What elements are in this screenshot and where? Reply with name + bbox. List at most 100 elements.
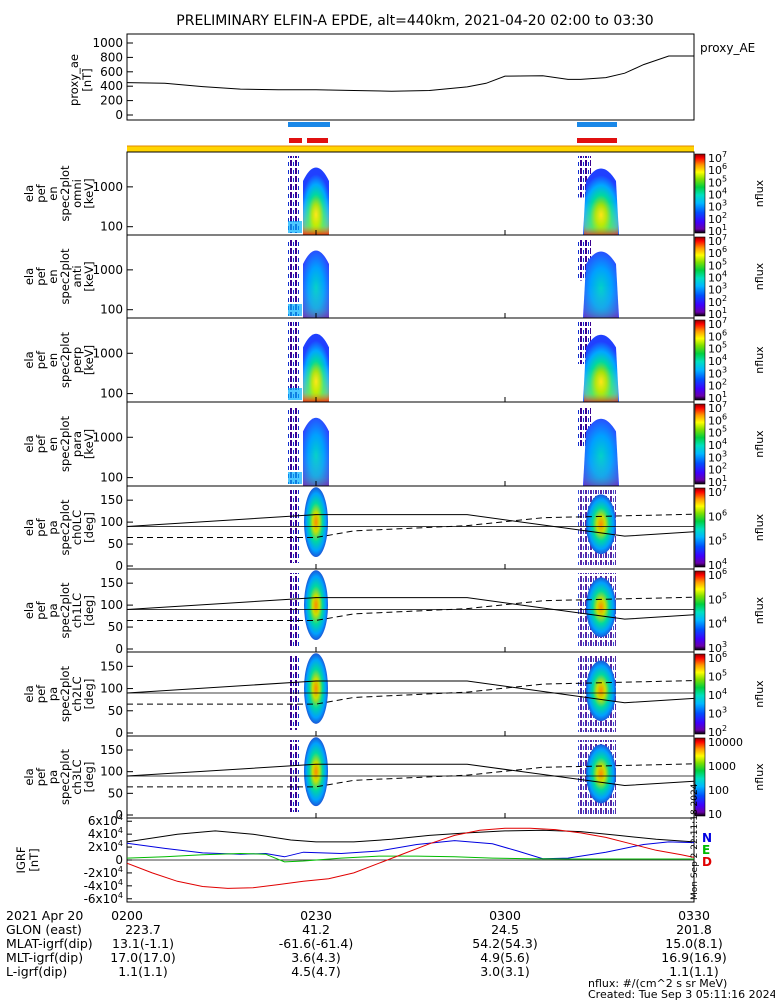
ylabel-line: perp xyxy=(70,347,84,373)
pa-event-1 xyxy=(304,653,328,724)
anti-loss-cone-dashed xyxy=(127,763,695,788)
ylabel-line: ela xyxy=(22,602,36,619)
ylabel-line: pef xyxy=(34,600,48,619)
spectrogram-event-1-low-energy xyxy=(303,197,329,235)
igrf-ylabel: IGRF [nT] xyxy=(14,847,41,874)
energy-tick-label: 100 xyxy=(100,471,123,485)
ylabel-line: [deg] xyxy=(82,679,96,710)
pa-tick-label: 0 xyxy=(115,726,123,740)
colorbar-tick-label: 106 xyxy=(708,508,727,523)
ylabel-line: ela xyxy=(22,435,36,452)
ylabel-line: [keV] xyxy=(82,429,96,459)
ylabel-line: pef xyxy=(34,434,48,453)
spectrogram-noise-left xyxy=(288,239,300,316)
ylabel-line: spec2plot xyxy=(58,665,72,722)
igrf-legend-N: N xyxy=(702,831,712,845)
ylabel-line: pa xyxy=(46,687,60,701)
spectrogram-noise-left xyxy=(288,406,300,484)
colorbar-tick-label: 1000 xyxy=(708,760,736,773)
ylabel-line: pa xyxy=(46,520,60,534)
time-label-0: 0200 xyxy=(111,908,143,923)
pa-tick-label: 50 xyxy=(108,537,123,551)
pa-event-1 xyxy=(304,487,328,557)
colorbar-tick-label: 105 xyxy=(708,591,727,606)
ylabel-line: pef xyxy=(34,517,48,536)
pa-tick-label: 100 xyxy=(100,765,123,779)
ylabel-line: spec2plot xyxy=(58,331,72,388)
pa-event-2 xyxy=(586,494,616,555)
ylabel-line: spec2plot xyxy=(58,582,72,639)
spectrogram-event-1-edge xyxy=(288,388,302,400)
pa-tick-label: 50 xyxy=(108,704,123,718)
spec_para-colorbar xyxy=(694,403,706,485)
proxy-ae-line xyxy=(126,55,694,92)
anti-loss-cone-dashed xyxy=(127,596,695,621)
ylabel-line: en xyxy=(46,437,60,451)
igrf-legend-D: D xyxy=(702,855,712,869)
ylabel-line: en xyxy=(46,353,60,367)
ylabel-line: [nT] xyxy=(27,848,41,871)
time-label-2: 0300 xyxy=(489,908,521,923)
igrf-tick-label: 6x104 xyxy=(88,813,123,828)
pa-tick-label: 100 xyxy=(100,515,123,529)
ylabel-line: en xyxy=(46,269,60,283)
colorbar-label: nflux xyxy=(753,262,766,290)
pa-tick-label: 100 xyxy=(100,598,123,612)
colorbar-label: nflux xyxy=(753,346,766,374)
spec_omni-panel: 1000100elapefenspec2plotomni[keV]1071061… xyxy=(22,150,766,238)
igrf-series-grf_n xyxy=(126,840,695,860)
proxy-ae-tick-label: 400 xyxy=(100,79,123,93)
spectrogram-event-1-low-energy xyxy=(303,448,329,486)
pa-tick-label: 0 xyxy=(115,808,123,822)
spec_omni-colorbar xyxy=(694,153,706,234)
ylabel-line: spec2plot xyxy=(58,748,72,805)
ylabel-line: ela xyxy=(22,351,36,368)
ylabel-line: pef xyxy=(34,266,48,285)
proxy-ae-tick-label: 600 xyxy=(100,65,123,79)
pa_ch0-colorbar xyxy=(694,487,706,568)
colorbar-label: nflux xyxy=(753,763,766,791)
pa-event-1 xyxy=(304,737,328,807)
colorbar-tick-label: 103 xyxy=(708,706,727,721)
traj-bar-red-1b xyxy=(307,138,328,143)
traj-bar-blue-2 xyxy=(577,122,617,127)
ylabel-line: spec2plot xyxy=(58,415,72,472)
proxy-ae-tick-label: 1000 xyxy=(92,36,123,50)
energy-tick-label: 100 xyxy=(100,220,123,234)
igrf-side-timestamp: Mon Sep 2 22:11:18 2024 xyxy=(690,783,700,900)
ylabel-line: ch3LC xyxy=(70,759,84,794)
pa-event-2 xyxy=(586,744,616,804)
ylabel-line: ela xyxy=(22,185,36,202)
eph-mlat-0: 13.1(-1.1) xyxy=(112,936,174,951)
proxy-ae-legend: proxy_AE xyxy=(700,41,755,55)
anti-loss-cone-dashed xyxy=(127,680,695,705)
colorbar-tick-label: 107 xyxy=(708,484,727,499)
ylabel-line: [deg] xyxy=(82,512,96,543)
spectrogram-event-2-low-energy xyxy=(584,452,618,486)
energy-tick-label: 100 xyxy=(100,303,123,317)
time-axis-labels: 0200 0230 0300 0330 xyxy=(111,908,710,923)
pa-tick-label: 50 xyxy=(108,620,123,634)
proxy-ae-tick-label: 200 xyxy=(100,94,123,108)
ylabel-line: pa xyxy=(46,603,60,617)
colorbar-tick-label: 104 xyxy=(708,616,727,631)
ylabel-line: [keV] xyxy=(82,178,96,208)
spectrogram-event-1-edge xyxy=(288,221,302,233)
ylabel-line: ch1LC xyxy=(70,593,84,628)
colorbar-tick-label: 10 xyxy=(708,808,722,821)
spectrogram-event-1-low-energy xyxy=(303,280,329,318)
eph-mlat-3: 15.0(8.1) xyxy=(665,936,722,951)
ylabel-line: ela xyxy=(22,519,36,536)
ephemeris-table: 2021 Apr 20 GLON (east) MLAT-igrf(dip) M… xyxy=(6,908,727,979)
eph-label-glon: GLON (east) xyxy=(6,922,82,937)
